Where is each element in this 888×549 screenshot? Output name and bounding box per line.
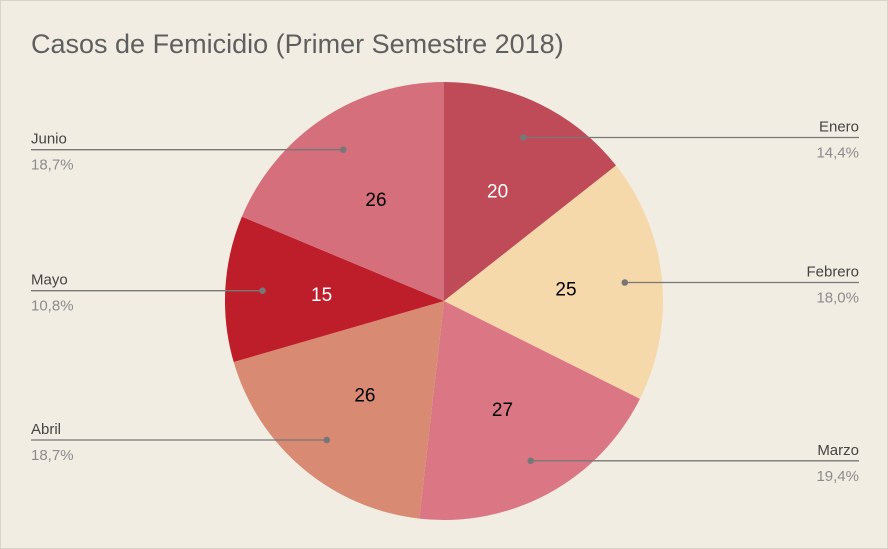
pie-slice-junio xyxy=(241,82,444,301)
category-label-abril: Abril xyxy=(31,421,61,438)
leader-dot-febrero xyxy=(621,279,629,286)
pie-slice-enero xyxy=(444,82,617,301)
leader-dot-marzo xyxy=(527,457,534,465)
category-label-marzo: Marzo xyxy=(817,442,859,459)
percent-label-abril: 18,7% xyxy=(31,447,74,464)
category-label-febrero: Febrero xyxy=(806,264,859,281)
pie-slice-mayo xyxy=(224,216,444,363)
category-label-enero: Enero xyxy=(819,119,859,136)
percent-label-marzo: 19,4% xyxy=(816,468,859,485)
value-label-junio: 26 xyxy=(365,190,386,211)
pie-slice-febrero xyxy=(444,165,664,399)
pie-slice-marzo xyxy=(419,301,640,520)
percent-label-mayo: 10,8% xyxy=(31,298,74,315)
chart-title: Casos de Femicidio (Primer Semestre 2018… xyxy=(31,29,564,59)
leader-dot-mayo xyxy=(259,287,266,295)
percent-label-junio: 18,7% xyxy=(31,157,74,174)
value-label-mayo: 15 xyxy=(311,285,332,306)
value-label-febrero: 25 xyxy=(555,280,576,301)
value-label-enero: 20 xyxy=(487,182,508,203)
leader-dot-enero xyxy=(520,134,527,141)
percent-label-enero: 14,4% xyxy=(816,145,859,162)
value-label-marzo: 27 xyxy=(492,400,513,421)
pie-slice-abril xyxy=(233,301,444,519)
value-label-abril: 26 xyxy=(354,386,375,407)
leader-dot-abril xyxy=(323,436,331,444)
percent-label-febrero: 18,0% xyxy=(816,290,859,307)
category-label-mayo: Mayo xyxy=(31,272,68,289)
category-label-junio: Junio xyxy=(31,131,67,148)
leader-dot-junio xyxy=(339,146,347,153)
